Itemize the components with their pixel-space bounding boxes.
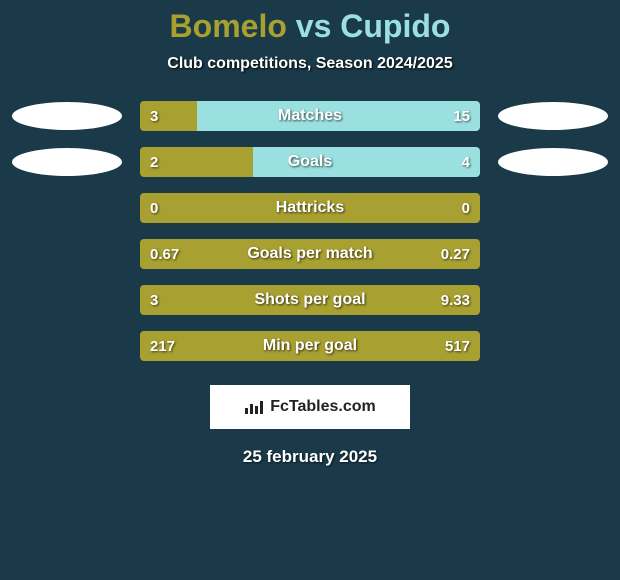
comparison-title: Bomelo vs Cupido (170, 8, 451, 45)
stat-label: Hattricks (140, 193, 480, 223)
stat-bar: 0.670.27Goals per match (140, 239, 480, 269)
vs-text: vs (296, 8, 332, 44)
branding-badge: FcTables.com (210, 385, 410, 429)
stat-label: Min per goal (140, 331, 480, 361)
stat-label: Matches (140, 101, 480, 131)
stat-bar: 39.33Shots per goal (140, 285, 480, 315)
player2-name: Cupido (340, 8, 450, 44)
stat-bar: 315Matches (140, 101, 480, 131)
stat-row: 39.33Shots per goal (12, 285, 608, 315)
stat-bar: 24Goals (140, 147, 480, 177)
team-logo-right (498, 148, 608, 176)
team-logo-right (498, 102, 608, 130)
stat-label: Shots per goal (140, 285, 480, 315)
stat-row: 00Hattricks (12, 193, 608, 223)
chart-icon (244, 399, 264, 415)
stat-row: 315Matches (12, 101, 608, 131)
team-logo-left (12, 102, 122, 130)
subtitle: Club competitions, Season 2024/2025 (167, 55, 452, 73)
date-text: 25 february 2025 (243, 447, 377, 467)
team-logo-left (12, 148, 122, 176)
stat-row: 217517Min per goal (12, 331, 608, 361)
stat-label: Goals (140, 147, 480, 177)
stat-bar: 217517Min per goal (140, 331, 480, 361)
stat-bar: 00Hattricks (140, 193, 480, 223)
stats-list: 315Matches 24Goals 00Hattricks 0.670.27Goal… (12, 101, 608, 377)
stat-row: 0.670.27Goals per match (12, 239, 608, 269)
stat-row: 24Goals (12, 147, 608, 177)
stat-label: Goals per match (140, 239, 480, 269)
branding-text: FcTables.com (270, 398, 376, 416)
player1-name: Bomelo (170, 8, 287, 44)
